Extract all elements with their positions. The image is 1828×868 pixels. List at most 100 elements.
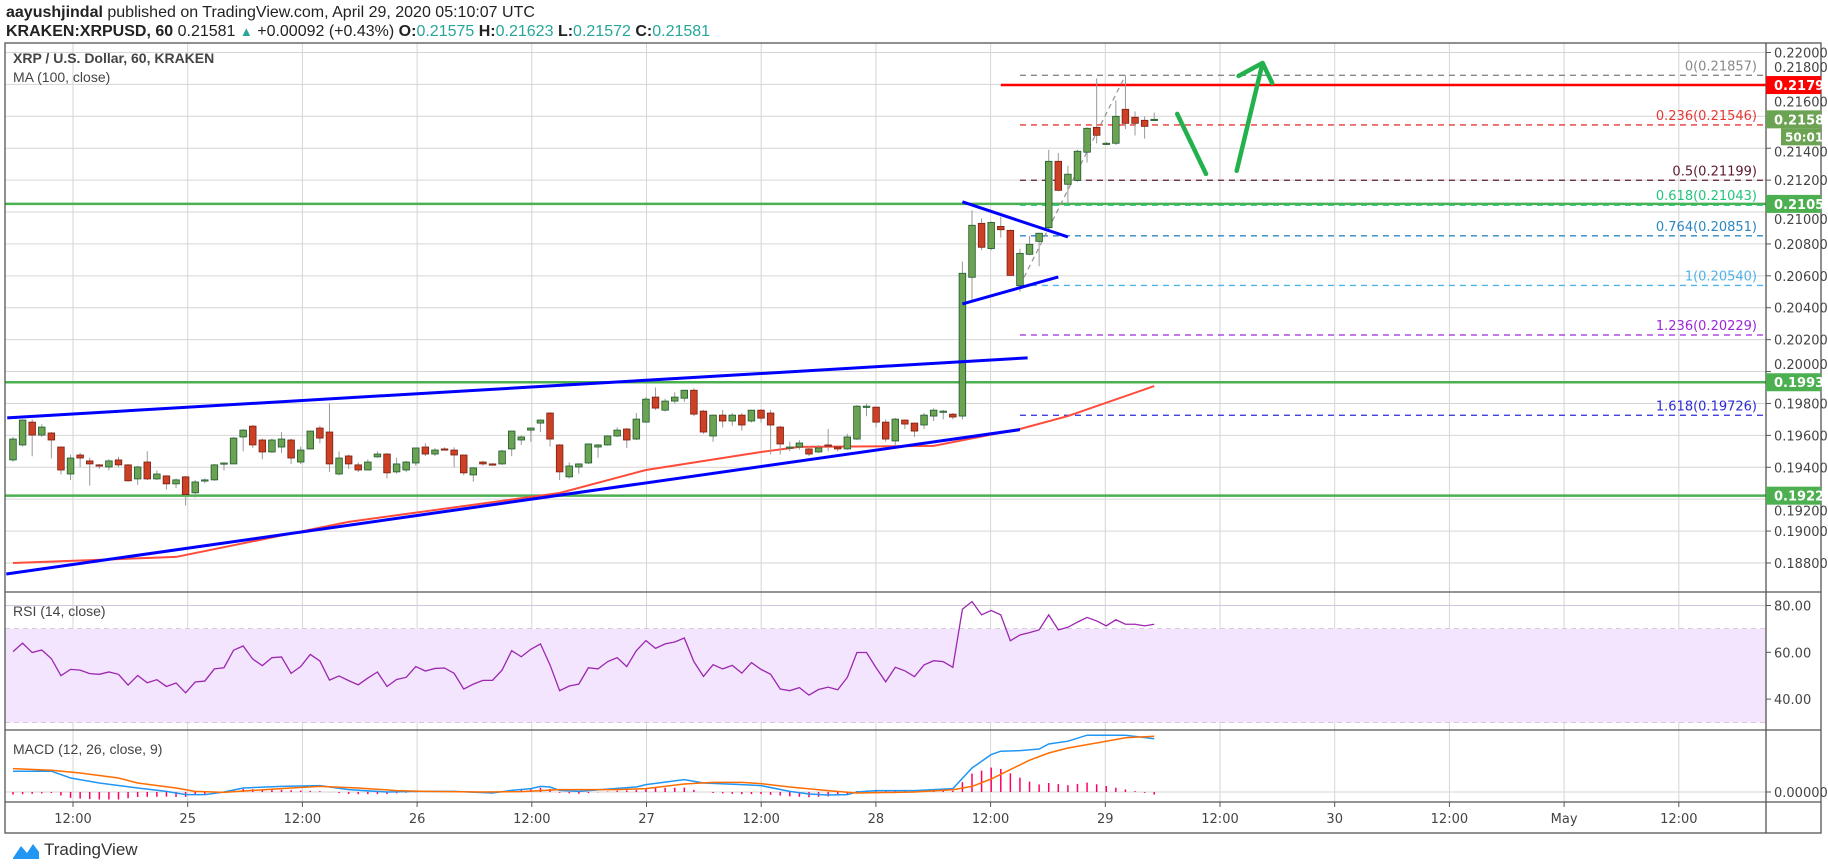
candle-body (1035, 232, 1043, 242)
time-tick-label: 12:00 (513, 812, 550, 827)
candle (939, 409, 947, 420)
tradingview-footer[interactable]: TradingView (12, 840, 138, 860)
candle (834, 445, 842, 452)
candle-body (987, 221, 995, 249)
candle (603, 435, 612, 446)
candle-body (229, 437, 238, 465)
candle (57, 446, 65, 475)
candle (412, 447, 420, 466)
annotation-arrow[interactable] (1234, 60, 1265, 174)
candle-body (699, 410, 708, 433)
candle-body (153, 473, 161, 480)
candle (335, 451, 343, 476)
candle (354, 462, 362, 473)
candle (613, 427, 621, 437)
candle-body (997, 225, 1005, 231)
time-tick-label: 12:00 (1660, 812, 1697, 827)
candle (373, 451, 382, 458)
macd-legend: MACD (12, 26, close, 9) (13, 741, 162, 757)
candle-body (412, 447, 420, 464)
axes[interactable]: 12:00 25 12:00 26 12:00 27 12:00 28 12:00 29 12:00… (54, 47, 1828, 828)
candle-body (718, 414, 727, 422)
candle-body (488, 463, 497, 466)
trendline-channel-lower[interactable] (6, 428, 1021, 576)
price-tick-label: 0.19600 (1774, 429, 1828, 444)
candle (997, 216, 1005, 238)
candle (316, 425, 324, 444)
low-label: L: (557, 23, 574, 40)
open-value: 0.21575 (416, 23, 475, 40)
candle (402, 460, 410, 473)
candle-body (776, 426, 784, 445)
fib-diagonal-line[interactable] (1019, 75, 1127, 286)
candle (450, 447, 458, 468)
candle-body (680, 389, 688, 399)
trendline-channel-upper[interactable] (7, 356, 1028, 420)
candle (344, 454, 353, 469)
candle (690, 388, 698, 417)
candle (575, 463, 583, 474)
annotation-arrow[interactable] (1174, 111, 1209, 177)
rsi-pane[interactable] (12, 600, 1155, 696)
candle-body (133, 466, 142, 480)
candle-body (18, 419, 27, 446)
annotation-arrow[interactable] (1236, 60, 1275, 86)
publish-info: aayushjindal published on TradingView.co… (6, 4, 535, 22)
author-name[interactable]: aayushjindal (6, 4, 103, 21)
candle-body (862, 405, 871, 408)
price-badge (1766, 194, 1821, 213)
candle (181, 476, 190, 506)
candle (277, 432, 286, 453)
candle (507, 430, 516, 457)
candle (105, 459, 113, 471)
candle-body (1150, 118, 1158, 121)
candle-body (249, 425, 257, 446)
main-pane[interactable]: 0(0.21857) 0.236(0.21546) 0.5(0.21199) 0.61… (5, 59, 1766, 576)
macd-pane[interactable] (12, 734, 1155, 800)
time-tick-label: May (1551, 812, 1578, 827)
candle-body (1064, 173, 1072, 185)
candle-body (939, 410, 947, 413)
price-badge-label: 0.21796 (1774, 79, 1828, 94)
candle-body (306, 430, 314, 450)
brand-name: TradingView (44, 840, 138, 859)
signal-line (12, 735, 1155, 794)
macd-tick-label: 0.00000 (1774, 786, 1828, 801)
candle-body (440, 448, 449, 451)
price-tick-label: 0.21000 (1774, 213, 1828, 228)
tradingview-logo-icon (13, 844, 39, 859)
candle (1092, 78, 1101, 144)
candle-body (1054, 160, 1063, 191)
candle-body (316, 427, 324, 439)
candle (66, 454, 75, 481)
candle-body (1073, 150, 1082, 181)
candle (862, 403, 871, 417)
fib-level-label: 1.618(0.19726) (1656, 399, 1757, 414)
candle (86, 457, 94, 486)
candle-body (623, 428, 631, 441)
price-tick-label: 0.20200 (1774, 334, 1828, 349)
time-tick-label: 26 (409, 812, 426, 827)
symbol-info: KRAKEN:XRPUSD, 60 0.21581 ▲ +0.00092 (+0… (6, 23, 710, 41)
trendline-triangle-lower[interactable] (962, 275, 1059, 306)
candle (1025, 235, 1034, 256)
trendline-triangle-upper[interactable] (961, 200, 1069, 239)
candle-body (431, 449, 439, 455)
candle (1083, 127, 1091, 163)
candle (958, 261, 967, 420)
time-tick-label: 25 (179, 812, 196, 827)
rsi-tick-label: 80.00 (1774, 600, 1811, 615)
candle-body (373, 453, 382, 458)
price-tick-label: 0.19400 (1774, 461, 1828, 476)
candle-body (498, 450, 506, 465)
candle (766, 409, 775, 455)
candle-body (325, 431, 334, 465)
candle-body (1025, 243, 1034, 255)
candle (460, 454, 468, 476)
candle-body (786, 446, 794, 449)
candle-body (143, 461, 151, 480)
price-tick-label: 0.20600 (1774, 270, 1828, 285)
candle-body (258, 439, 267, 453)
candle (479, 460, 487, 466)
